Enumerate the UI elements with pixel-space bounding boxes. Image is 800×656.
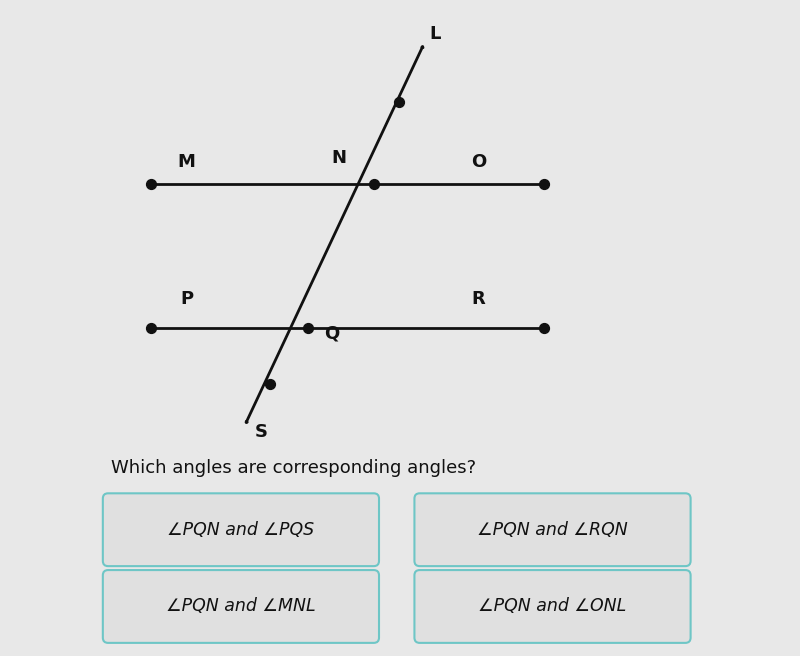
Point — [538, 178, 550, 189]
Text: P: P — [180, 291, 194, 308]
Text: L: L — [430, 25, 441, 43]
Text: S: S — [254, 423, 267, 441]
Point — [144, 323, 157, 333]
Point — [392, 96, 405, 107]
Text: ∠PQN and ∠MNL: ∠PQN and ∠MNL — [166, 598, 316, 615]
FancyBboxPatch shape — [414, 493, 690, 566]
Point — [302, 323, 314, 333]
Text: Q: Q — [325, 325, 340, 342]
Text: M: M — [178, 153, 196, 171]
Text: O: O — [471, 153, 486, 171]
Text: Which angles are corresponding angles?: Which angles are corresponding angles? — [111, 459, 477, 477]
Text: ∠PQN and ∠ONL: ∠PQN and ∠ONL — [478, 598, 626, 615]
Text: N: N — [331, 150, 346, 167]
Point — [367, 178, 380, 189]
Text: ∠PQN and ∠PQS: ∠PQN and ∠PQS — [167, 521, 314, 539]
Point — [264, 379, 277, 389]
FancyBboxPatch shape — [414, 570, 690, 643]
Text: R: R — [472, 291, 486, 308]
Point — [538, 323, 550, 333]
FancyBboxPatch shape — [103, 570, 379, 643]
FancyBboxPatch shape — [103, 493, 379, 566]
Point — [144, 178, 157, 189]
Text: ∠PQN and ∠RQN: ∠PQN and ∠RQN — [477, 521, 628, 539]
